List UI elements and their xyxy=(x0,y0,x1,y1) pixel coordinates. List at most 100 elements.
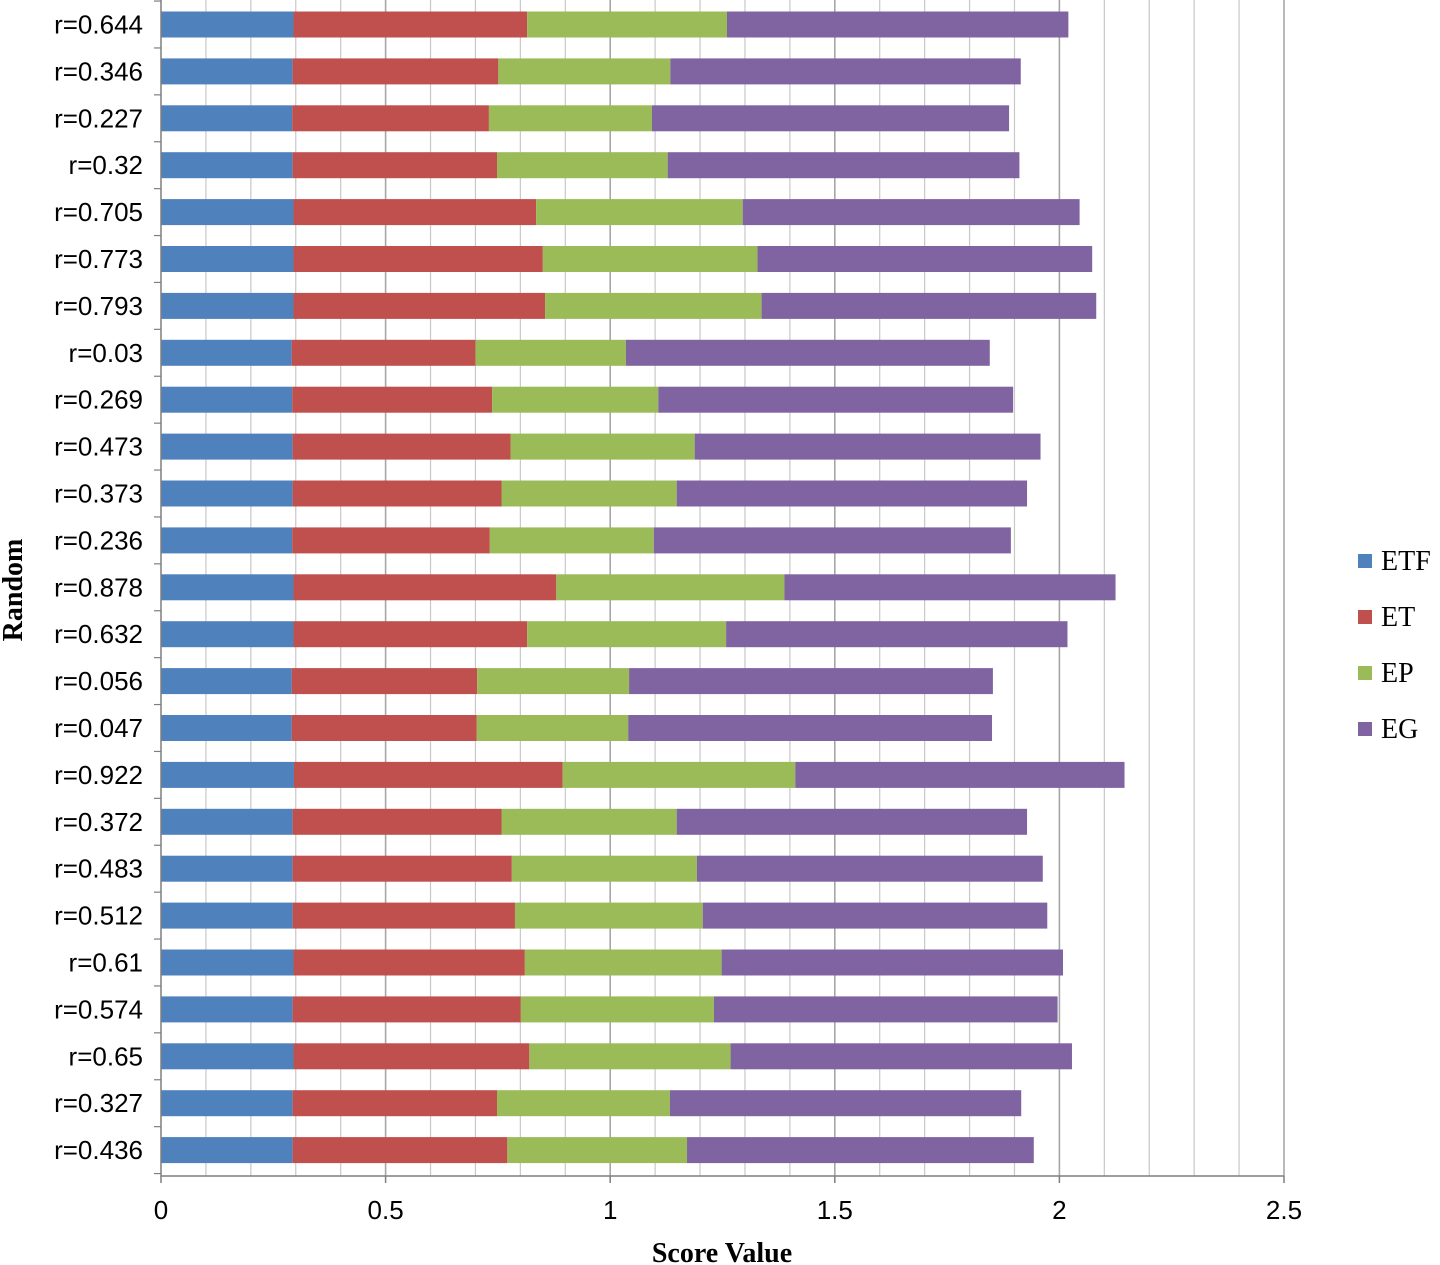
bar-segment-et xyxy=(292,433,511,460)
bar-segment-et xyxy=(293,949,525,976)
bar-segment-eg xyxy=(757,246,1093,272)
category-label: r=0.473 xyxy=(54,432,143,462)
bar-segment-etf xyxy=(161,527,293,554)
legend: ETF ET EP EG xyxy=(1358,546,1431,745)
x-tick-labels: 0 0.5 1 1.5 2 2.5 xyxy=(154,1195,1302,1225)
bar-segment-etf xyxy=(161,246,294,272)
category-label: r=0.644 xyxy=(54,10,143,40)
bar-segment-eg xyxy=(658,386,1014,413)
bar-segment-eg xyxy=(726,621,1068,648)
bar-segment-et xyxy=(292,996,521,1023)
y-axis-title: Random xyxy=(0,539,29,642)
bar-segment-eg xyxy=(795,761,1125,788)
x-tick-label: 1.5 xyxy=(817,1195,853,1225)
legend-label-et: ET xyxy=(1381,602,1415,633)
category-label: r=0.32 xyxy=(69,150,143,180)
category-label: r=0.632 xyxy=(54,619,143,649)
category-label: r=0.269 xyxy=(54,385,143,415)
bar-segment-ep xyxy=(488,105,652,132)
bar-segment-et xyxy=(292,1090,498,1117)
bar-segment-eg xyxy=(676,480,1028,507)
bar-segment-etf xyxy=(161,199,294,226)
category-label: r=0.436 xyxy=(54,1135,143,1165)
bar-segment-et xyxy=(291,668,478,695)
bar-segment-eg xyxy=(670,58,1021,85)
bar-segment-ep xyxy=(477,668,630,695)
bar-segment-et xyxy=(293,574,557,601)
bar-segment-eg xyxy=(629,668,993,695)
bar-segment-ep xyxy=(475,339,626,366)
bar-segment-ep xyxy=(542,246,758,272)
bar-segment-etf xyxy=(161,949,294,976)
bar-segment-etf xyxy=(161,574,294,601)
bar-segment-et xyxy=(292,855,512,882)
bar-segment-etf xyxy=(161,1090,293,1117)
bar-segment-et xyxy=(292,480,502,507)
bar-segment-ep xyxy=(476,715,629,741)
bar-segment-ep xyxy=(492,386,659,413)
bar-segment-ep xyxy=(527,621,727,648)
category-label: r=0.373 xyxy=(54,479,143,509)
bar-segment-ep xyxy=(501,808,677,835)
bar-segment-ep xyxy=(556,574,785,601)
bar-segment-etf xyxy=(161,715,292,741)
bar-segment-eg xyxy=(628,715,993,741)
category-label: r=0.327 xyxy=(54,1088,143,1118)
bar-segment-ep xyxy=(489,527,654,554)
bar-segment-et xyxy=(292,386,493,413)
legend-label-ep: EP xyxy=(1381,658,1414,689)
category-label: r=0.346 xyxy=(54,56,143,86)
bar-segment-etf xyxy=(161,152,293,179)
bar-segment-etf xyxy=(161,480,293,507)
bar-segment-etf xyxy=(161,808,293,835)
bar-segment-ep xyxy=(498,58,671,85)
bar-segment-ep xyxy=(520,996,714,1023)
bar-segment-et xyxy=(292,902,515,929)
bar-segment-etf xyxy=(161,292,294,319)
bar-segment-et xyxy=(292,152,498,179)
bar-segment-etf xyxy=(161,1043,294,1070)
bar-segment-etf xyxy=(161,668,292,695)
bar-segment-etf xyxy=(161,339,292,366)
category-label: r=0.61 xyxy=(69,948,143,978)
bar-segment-etf xyxy=(161,433,293,460)
bar-segment-ep xyxy=(527,11,727,38)
x-tick-label: 0.5 xyxy=(368,1195,404,1225)
bar-segment-eg xyxy=(653,527,1011,554)
bar-segment-et xyxy=(293,621,528,648)
bar-segment-eg xyxy=(696,855,1043,882)
bar-segment-et xyxy=(293,292,546,319)
bar-segment-ep xyxy=(562,761,796,788)
bar-segment-ep xyxy=(511,855,697,882)
bar-segment-ep xyxy=(507,1137,688,1164)
bar-segment-ep xyxy=(497,1090,670,1117)
category-label: r=0.372 xyxy=(54,807,143,837)
bar-segment-eg xyxy=(742,199,1080,226)
category-label: r=0.047 xyxy=(54,713,143,743)
bar-segment-et xyxy=(292,58,499,85)
bar-segment-etf xyxy=(161,105,293,132)
legend-swatch-eg xyxy=(1358,722,1372,736)
bar-segment-ep xyxy=(524,949,722,976)
legend-swatch-ep xyxy=(1358,666,1372,680)
category-label: r=0.574 xyxy=(54,994,143,1024)
bar-segment-ep xyxy=(536,199,743,226)
x-tick-label: 2 xyxy=(1052,1195,1066,1225)
bar-segment-eg xyxy=(651,105,1010,132)
bar-segment-et xyxy=(291,339,476,366)
bar-segment-eg xyxy=(694,433,1041,460)
bar-segment-eg xyxy=(669,1090,1022,1117)
bar-segment-et xyxy=(292,527,490,554)
bar-segment-etf xyxy=(161,11,294,38)
x-tick-label: 0 xyxy=(154,1195,168,1225)
category-label: r=0.922 xyxy=(54,760,143,790)
bar-segment-et xyxy=(291,715,477,741)
bar-segment-etf xyxy=(161,1137,293,1164)
bar-segment-eg xyxy=(721,949,1063,976)
legend-label-eg: EG xyxy=(1381,714,1418,745)
category-labels: r=0.644 r=0.346 r=0.227 r=0.32 r=0.705 r=0.77… xyxy=(54,10,143,1166)
bar-segment-etf xyxy=(161,996,293,1023)
bar-segment-ep xyxy=(545,292,762,319)
